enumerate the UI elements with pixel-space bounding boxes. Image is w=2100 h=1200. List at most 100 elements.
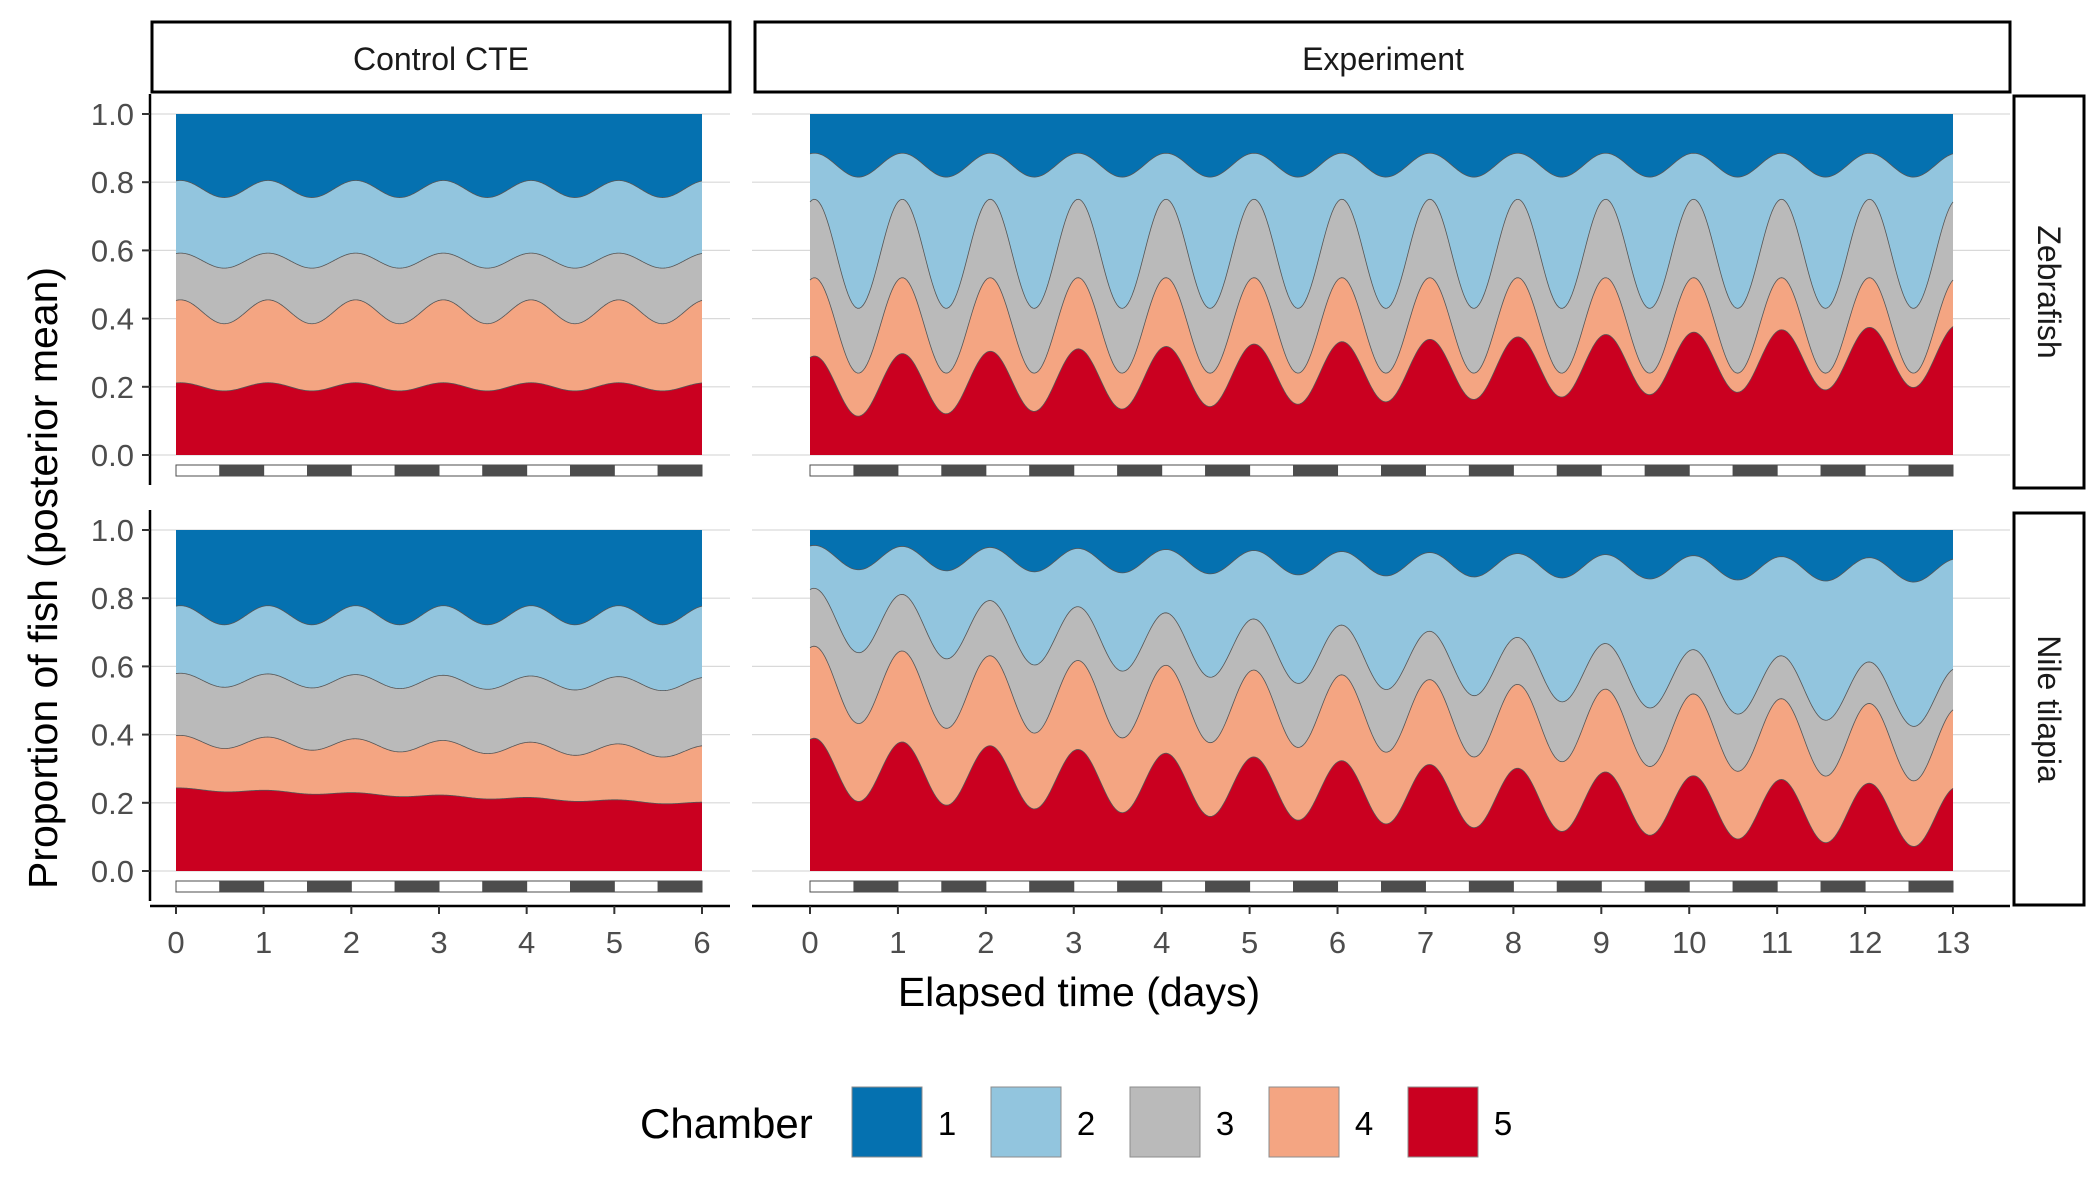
area-chamber-4 [810,277,1953,417]
boundary-line [175,299,703,325]
strip-zebrafish: Zebrafish [2012,94,2086,490]
y-axis-title: Proportion of fish (posterior mean) [20,267,66,889]
dark-period [1908,464,1954,477]
legend-label-chamber-1: 1 [938,1105,956,1142]
light-period [350,880,396,893]
dark-period [1381,464,1426,477]
area-chamber-4 [176,735,702,804]
x-tick-label: 3 [1065,925,1082,960]
y-tick-label: 0.2 [91,370,134,405]
row-strips: Zebrafish Nile tilapia [2012,94,2086,907]
light-period [1688,464,1734,477]
dark-period [1644,880,1690,893]
legend-label-chamber-4: 4 [1355,1105,1373,1142]
x-tick-label: 8 [1505,925,1522,960]
light-period [985,464,1031,477]
light-period [1424,880,1470,893]
boundary-line [809,645,1954,782]
dark-period [1117,464,1163,477]
dark-period [307,464,352,477]
light-period [1864,464,1910,477]
light-period [1512,880,1558,893]
column-strips: Control CTE Experiment [150,20,2012,94]
light-period [438,464,484,477]
dark-period [1029,464,1075,477]
x-axis-title: Elapsed time (days) [898,969,1260,1015]
x-tick-label: 12 [1848,925,1882,960]
x-tick-label: 0 [167,925,184,960]
x-tick-label: 6 [1329,925,1346,960]
dark-period [941,880,987,893]
dark-period [394,880,440,893]
light-period [1161,464,1207,477]
dark-period [1556,880,1602,893]
boundary-line [175,734,703,758]
light-period [1249,880,1295,893]
area-chamber-3 [176,673,702,758]
boundary-line [175,605,703,626]
strip-nile-tilapia: Nile tilapia [2012,511,2086,907]
light-period [1776,880,1822,893]
boundary-line [175,672,703,692]
dark-period [853,880,899,893]
dark-period [219,464,265,477]
x-tick-label: 11 [1761,925,1793,960]
dark-period [1117,880,1163,893]
legend-swatch-chamber-4 [1268,1086,1340,1158]
dark-period [1468,880,1514,893]
dark-period [1732,880,1778,893]
dark-period [570,464,615,477]
area-chamber-4 [810,646,1953,847]
dark-period [1908,880,1954,893]
dark-period [1029,880,1075,893]
dark-period [1732,464,1778,477]
area-chamber-1 [810,530,1953,583]
y-tick-label: 0.8 [91,165,134,200]
area-chamber-5 [176,787,702,871]
dark-period [570,880,615,893]
dark-period [219,880,265,893]
light-period [1864,880,1910,893]
dark-period [307,880,352,893]
x-tick-label: 6 [693,925,710,960]
light-period [1512,464,1558,477]
area-chamber-3 [176,253,702,324]
dark-period [1205,464,1251,477]
light-period [1073,880,1119,893]
dark-period [657,880,703,893]
light-period [1161,880,1207,893]
dark-period [482,880,528,893]
strip-control-cte-label: Control CTE [353,41,529,77]
area-chamber-5 [176,382,702,455]
area-chamber-2 [176,605,702,691]
boundary-line [175,252,703,269]
legend-swatch-chamber-1 [851,1086,923,1158]
area-chamber-4 [176,299,702,391]
panel-zebrafish-experiment [752,113,2010,477]
y-tick-label: 0.6 [91,233,134,268]
boundary-line [809,737,1954,847]
strip-control-cte: Control CTE [150,20,732,94]
area-chamber-3 [810,588,1953,781]
boundary-line [809,587,1954,727]
boundary-line [809,544,1954,583]
light-period [1249,464,1295,477]
light-period [263,880,308,893]
x-tick-label: 10 [1672,925,1706,960]
y-tick-label: 0.6 [91,649,134,684]
y-tick-label: 1.0 [91,97,134,132]
legend-swatch-chamber-2 [990,1086,1062,1158]
light-period [809,464,855,477]
axes: 0.00.20.40.60.81.00.00.20.40.60.81.00 1 2 3… [91,94,2010,960]
light-period [897,880,943,893]
area-chamber-1 [176,114,702,198]
panel-nile-tilapia-experiment [752,529,2010,893]
boundary-line [175,180,703,198]
light-period [350,464,396,477]
x-tick-label: 0 [801,925,818,960]
light-period [526,464,572,477]
y-tick-label: 0.0 [91,854,134,889]
light-period [1776,464,1822,477]
x-tick-label: 4 [1153,925,1170,960]
panel-zebrafish-control-cte [150,113,730,477]
